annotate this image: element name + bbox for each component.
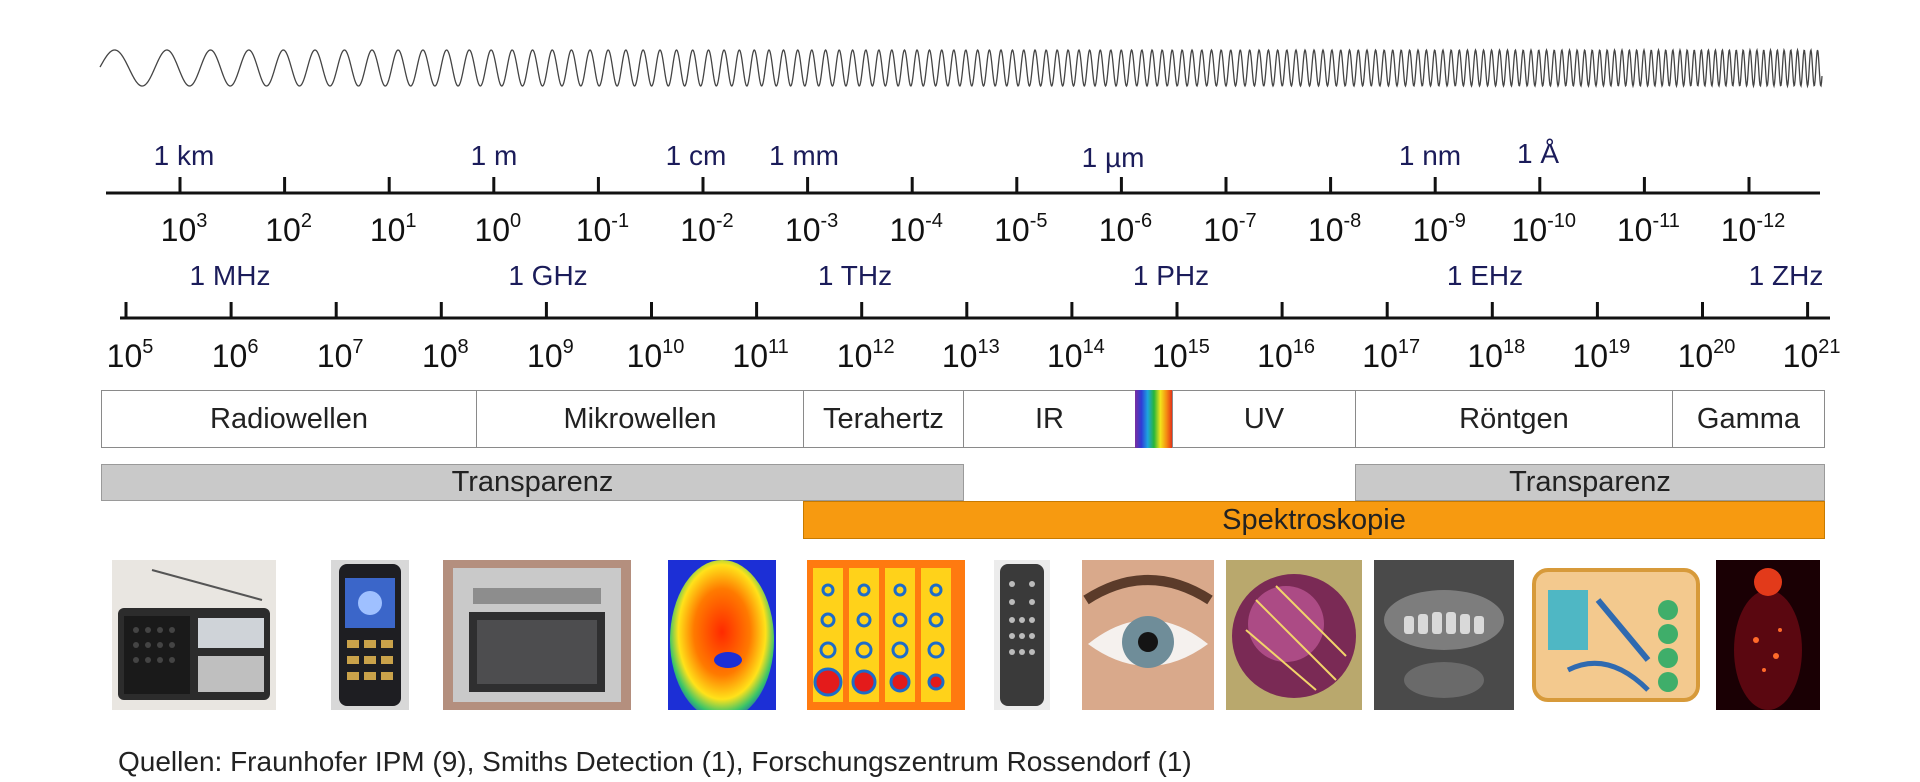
band-uv: UV <box>1172 390 1356 448</box>
band-label-terahertz: Terahertz <box>823 402 944 435</box>
transparenz-bar-left: Transparenz <box>101 464 964 501</box>
band-label-uv: UV <box>1243 402 1285 435</box>
frequency-power-label: 1017 <box>1362 336 1421 374</box>
frequency-power-label: 1016 <box>1257 336 1316 374</box>
band-ir: IR <box>963 390 1136 448</box>
dental-xray-image <box>1374 560 1514 710</box>
band-gamma: Gamma <box>1672 390 1825 448</box>
frequency-power-label: 1015 <box>1152 336 1210 374</box>
unit-label-km: 1 km <box>153 140 215 171</box>
wavelength-power-label: 10-1 <box>575 210 630 248</box>
mobile-phone-image <box>331 560 409 710</box>
transparenz-bar-right: Transparenz <box>1355 464 1825 501</box>
frequency-power-label: 1021 <box>1782 336 1841 374</box>
unit-label-cm: 1 cm <box>665 140 727 171</box>
band-roentgen: Röntgen <box>1355 390 1673 448</box>
frequency-power-label: 1019 <box>1572 336 1631 374</box>
frequency-power-label: 107 <box>316 336 364 374</box>
eye-image <box>1082 560 1214 710</box>
unit-label-ehz: 1 EHz <box>1446 260 1524 291</box>
unit-label-m: 1 m <box>470 140 518 171</box>
frequency-power-label: 108 <box>421 336 469 374</box>
unit-label-angstrom: 1 Å <box>1516 138 1560 169</box>
frequency-power-label: 105 <box>106 336 154 374</box>
spektroskopie-label: Spektroskopie <box>1222 503 1406 536</box>
wavelength-ticks <box>178 177 1751 193</box>
transparenz-left-label: Transparenz <box>451 466 614 498</box>
remote-control-image <box>994 560 1050 710</box>
wavelength-power-label: 100 <box>474 210 522 248</box>
uv-wafer-image <box>1226 560 1362 710</box>
band-label-roentgen: Röntgen <box>1459 402 1569 435</box>
frequency-power-label: 1011 <box>732 336 789 374</box>
sources-caption: Quellen: Fraunhofer IPM (9), Smiths Dete… <box>118 746 1192 777</box>
frequency-ticks <box>124 302 1810 318</box>
band-terahertz: Terahertz <box>803 390 964 448</box>
visible-spectrum-strip <box>1135 390 1173 448</box>
microwave-oven-image <box>443 560 631 710</box>
band-radiowellen: Radiowellen <box>101 390 477 448</box>
luggage-xray-image <box>1528 560 1704 710</box>
frequency-power-label: 1012 <box>836 336 895 374</box>
frequency-power-label: 1020 <box>1677 336 1736 374</box>
wavelength-power-label: 10-3 <box>784 210 839 248</box>
pet-scan-image <box>1716 560 1820 710</box>
wavelength-power-label: 10-9 <box>1412 210 1466 248</box>
wavelength-power-label: 10-11 <box>1616 210 1680 248</box>
radio-image <box>112 560 276 710</box>
wavelength-power-label: 10-2 <box>680 210 734 248</box>
frequency-power-label: 109 <box>527 336 574 374</box>
terahertz-scan-image <box>807 560 965 710</box>
frequency-power-label: 1010 <box>626 336 685 374</box>
wave-path <box>99 47 1823 89</box>
unit-label-mm: 1 mm <box>769 140 839 171</box>
unit-label-um: 1 µm <box>1081 142 1145 173</box>
wavelength-power-label: 10-10 <box>1511 210 1577 248</box>
wavelength-power-label: 102 <box>265 210 312 248</box>
wavelength-power-label: 101 <box>369 210 417 248</box>
wavelength-power-label: 10-4 <box>889 210 943 248</box>
band-label-gamma: Gamma <box>1696 402 1801 435</box>
band-mikrowellen: Mikrowellen <box>476 390 804 448</box>
wavelength-power-label: 10-8 <box>1307 210 1362 248</box>
wavelength-power-label: 10-6 <box>1098 210 1153 248</box>
wavelength-power-label: 10-5 <box>994 210 1048 248</box>
spektroskopie-bar: Spektroskopie <box>803 501 1825 539</box>
wave-illustration <box>99 47 1823 89</box>
unit-label-zhz: 1 ZHz <box>1748 260 1824 291</box>
unit-label-nm: 1 nm <box>1398 140 1462 171</box>
thermal-image <box>668 560 776 710</box>
band-label-ir: IR <box>1035 402 1064 435</box>
frequency-power-label: 1018 <box>1467 336 1526 374</box>
unit-label-ghz: 1 GHz <box>508 260 588 291</box>
wavelength-power-label: 10-12 <box>1720 210 1786 248</box>
unit-label-thz: 1 THz <box>817 260 893 291</box>
band-label-radiowellen: Radiowellen <box>210 402 368 435</box>
band-label-mikrowellen: Mikrowellen <box>563 402 717 435</box>
wavelength-power-label: 103 <box>160 210 208 248</box>
unit-label-phz: 1 PHz <box>1132 260 1210 291</box>
wavelength-power-label: 10-7 <box>1203 210 1257 248</box>
frequency-power-label: 1014 <box>1046 336 1105 374</box>
transparenz-right-label: Transparenz <box>1509 466 1671 498</box>
frequency-power-label: 106 <box>211 336 259 374</box>
unit-label-mhz: 1 MHz <box>189 260 271 291</box>
frequency-power-label: 1013 <box>941 336 1000 374</box>
